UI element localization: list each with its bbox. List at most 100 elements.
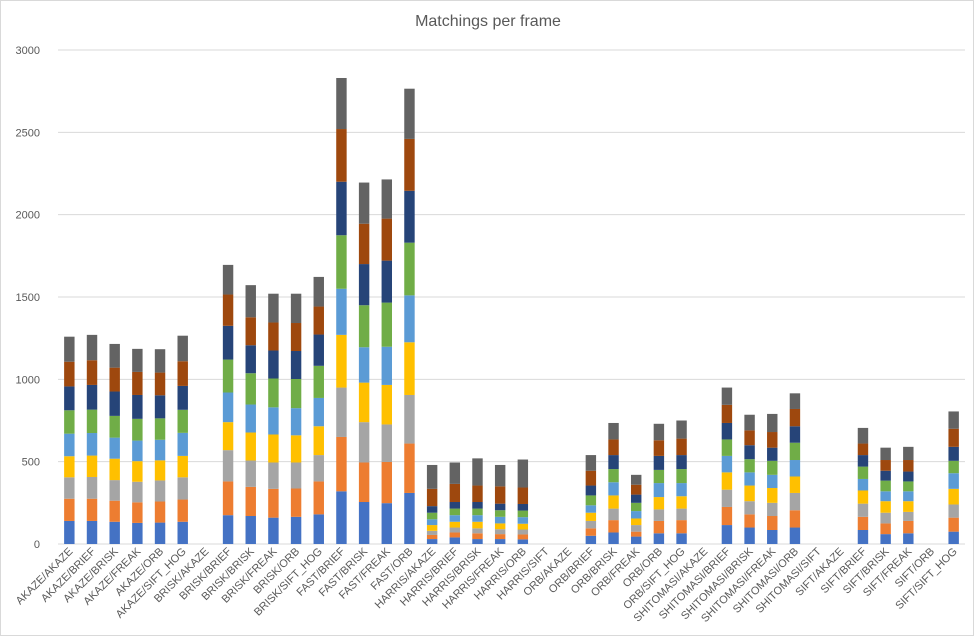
bar-segment xyxy=(268,488,279,518)
bar-segment xyxy=(64,361,75,387)
bar-segment xyxy=(64,498,75,521)
bar-segment xyxy=(472,458,483,486)
bar-segment xyxy=(653,423,665,441)
bar-segment xyxy=(222,325,234,360)
bar-segment xyxy=(109,367,120,392)
bar-segment xyxy=(676,469,687,484)
bar-segment xyxy=(268,462,279,489)
bar-segment xyxy=(880,501,891,513)
bar-segment xyxy=(608,455,619,470)
bar-segment xyxy=(222,359,234,393)
bar-segment xyxy=(222,515,234,544)
bar-segment xyxy=(426,525,438,531)
bar-segment xyxy=(857,427,869,444)
bar-segment xyxy=(154,418,166,440)
bar-segment xyxy=(948,473,959,489)
bar-segment xyxy=(86,334,98,361)
bar-segment xyxy=(744,472,755,486)
bar-segment xyxy=(630,531,642,537)
bar-segment xyxy=(313,334,324,366)
bar-segment xyxy=(789,492,801,511)
bar-segment xyxy=(313,426,324,456)
bar-segment xyxy=(381,218,393,261)
bar-segment xyxy=(585,528,597,536)
bar-segment xyxy=(222,422,234,451)
bar-segment xyxy=(154,460,166,481)
bar-segment xyxy=(268,350,279,379)
bar-segment xyxy=(744,445,755,460)
bar-segment xyxy=(154,372,166,396)
bar-segment xyxy=(653,469,665,484)
bar-segment xyxy=(222,481,234,516)
bar-segment xyxy=(948,504,959,518)
bar-segment xyxy=(381,346,393,385)
bar-segment xyxy=(86,409,98,434)
bar-segment xyxy=(358,223,370,265)
bar-segment xyxy=(449,521,461,528)
bar-segment xyxy=(109,480,120,501)
bar-segment xyxy=(336,491,347,544)
bar-segment xyxy=(721,489,733,507)
bar-segment xyxy=(449,515,461,522)
bar-segment xyxy=(721,455,733,473)
bar-segment xyxy=(404,88,415,139)
bar-segment xyxy=(721,387,733,405)
bar-segment xyxy=(86,433,98,456)
bar-segment xyxy=(789,510,801,528)
bar-segment xyxy=(404,138,415,191)
bar-segment xyxy=(585,512,597,521)
bar-segment xyxy=(472,528,483,534)
bar-segment xyxy=(630,525,642,532)
bar-segment xyxy=(857,490,869,504)
bar-segment xyxy=(245,432,256,461)
bar-segment xyxy=(880,523,891,535)
bar-segment xyxy=(494,539,506,544)
bar-segment xyxy=(721,472,733,490)
bar-segment xyxy=(789,408,801,427)
bar-segment xyxy=(608,482,619,496)
bar-segment xyxy=(767,516,778,531)
bar-segment xyxy=(336,387,347,437)
bar-segment xyxy=(381,260,393,303)
bar-segment xyxy=(585,520,597,529)
bar-segment xyxy=(86,384,98,410)
bar-segment xyxy=(653,509,665,521)
bar-segment xyxy=(64,520,75,544)
bar-segment xyxy=(313,306,324,335)
y-tick-label: 1500 xyxy=(16,292,40,304)
bar-segment xyxy=(109,458,120,481)
bar-segment xyxy=(336,77,347,130)
bar-segment xyxy=(608,439,619,456)
bar-segment xyxy=(381,461,393,504)
bar-segment xyxy=(177,361,188,386)
bar-segment xyxy=(86,360,98,385)
bar-segment xyxy=(608,520,619,533)
bar-segment xyxy=(268,322,279,351)
bar-segment xyxy=(268,407,279,435)
bar-segment xyxy=(222,392,234,423)
bar-segment xyxy=(449,527,461,533)
bar-segment xyxy=(381,302,393,347)
y-tick-label: 0 xyxy=(34,539,40,551)
bar-segment xyxy=(767,488,778,503)
bar-segment xyxy=(290,351,302,380)
bar-segment xyxy=(404,242,415,296)
bar-segment xyxy=(268,293,279,323)
bar-segment xyxy=(608,532,619,544)
bar-segment xyxy=(177,335,188,362)
bar-segment xyxy=(245,285,256,318)
bar-segment xyxy=(290,516,302,544)
bar-segment xyxy=(472,521,483,529)
y-tick-label: 2500 xyxy=(16,127,40,139)
bar-segment xyxy=(472,502,483,509)
y-tick-label: 500 xyxy=(22,457,40,469)
bars-layer xyxy=(64,77,959,544)
bar-segment xyxy=(789,393,801,409)
bar-segment xyxy=(494,529,506,535)
bar-segment xyxy=(630,494,642,503)
bar-segment xyxy=(86,476,98,499)
bar-segment xyxy=(154,395,166,419)
bar-segment xyxy=(132,522,143,544)
bar-segment xyxy=(857,443,869,456)
